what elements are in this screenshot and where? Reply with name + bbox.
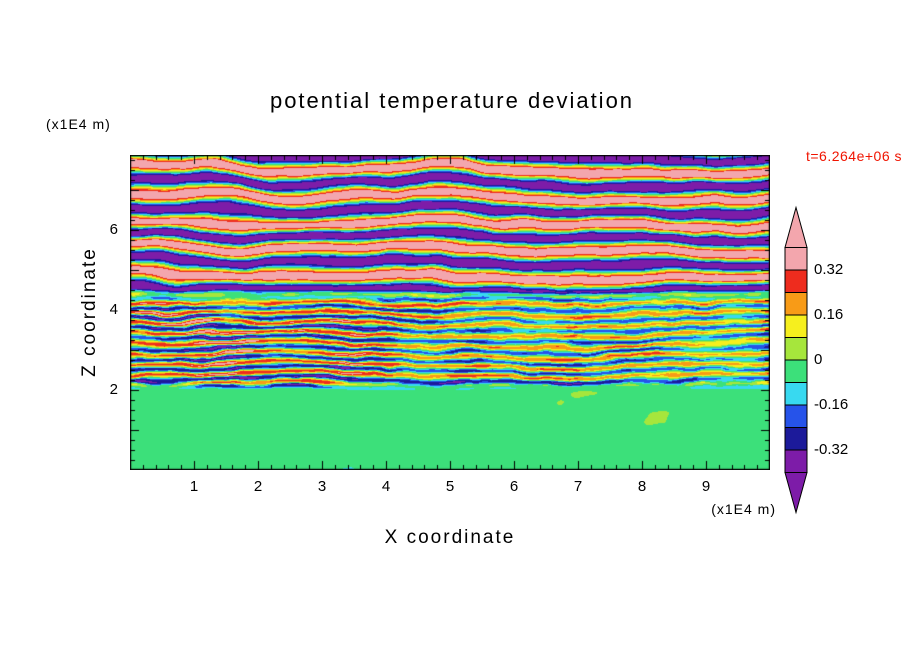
x-tick-label: 8 xyxy=(637,478,647,495)
x-tick-label: 3 xyxy=(317,478,327,495)
heatmap-plot xyxy=(130,155,770,470)
colorbar-band xyxy=(784,427,808,451)
colorbar-band xyxy=(784,337,808,361)
z-tick-label: 4 xyxy=(109,301,118,318)
x-tick-label: 1 xyxy=(189,478,199,495)
z-axis-unit-label: (x1E4 m) xyxy=(46,116,111,132)
colorbar-tick-label: 0 xyxy=(814,351,823,368)
colorbar-band xyxy=(784,382,808,406)
colorbar-band xyxy=(784,404,808,428)
colorbar-band xyxy=(784,359,808,383)
z-tick-label: 6 xyxy=(109,221,118,238)
colorbar-tick-label: -0.32 xyxy=(814,441,849,458)
colorbar-band xyxy=(784,449,808,473)
colorbar-under-arrow xyxy=(784,472,808,515)
x-tick-label: 6 xyxy=(509,478,519,495)
z-tick-label: 2 xyxy=(109,381,118,398)
x-tick-label: 9 xyxy=(701,478,711,495)
x-tick-label: 2 xyxy=(253,478,263,495)
colorbar-tick-label: -0.16 xyxy=(814,396,849,413)
colorbar xyxy=(784,205,808,515)
time-annotation: t=6.264e+06 s xyxy=(805,148,902,164)
x-tick-label: 7 xyxy=(573,478,583,495)
x-axis-unit-label: (x1E4 m) xyxy=(711,501,776,517)
x-tick-label: 5 xyxy=(445,478,455,495)
colorbar-over-arrow xyxy=(784,205,808,248)
x-axis-title: X coordinate xyxy=(384,527,516,548)
colorbar-band xyxy=(784,247,808,271)
x-tick-label: 4 xyxy=(381,478,391,495)
colorbar-tick-label: 0.32 xyxy=(814,261,844,278)
colorbar-band xyxy=(784,292,808,316)
colorbar-tick-label: 0.16 xyxy=(814,306,844,323)
chart-title: potential temperature deviation xyxy=(269,88,635,113)
colorbar-band xyxy=(784,269,808,293)
colorbar-band xyxy=(784,314,808,338)
